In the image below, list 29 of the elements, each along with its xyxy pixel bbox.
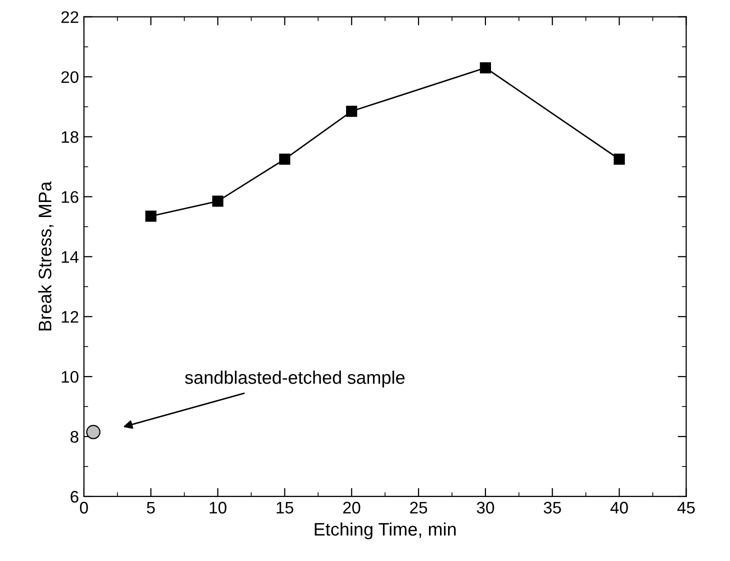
y-axis-title: Break Stress, MPa [38, 181, 54, 330]
y-tick-label: 10 [62, 370, 78, 383]
y-tick-label: 20 [61, 71, 78, 83]
x-tick-label: 0 [80, 502, 88, 514]
point [480, 62, 492, 74]
y-tick-label: 6 [70, 490, 78, 503]
y-tick-label: 18 [62, 131, 78, 143]
y-tick-label: 22 [61, 11, 78, 23]
x-tick-label: 5 [146, 502, 155, 514]
y-tick-label: 16 [62, 191, 78, 203]
y-tick-label: 14 [62, 251, 79, 263]
point [346, 106, 358, 117]
x-tick-label: 25 [410, 502, 428, 514]
x-tick-label: 15 [276, 502, 294, 514]
point [86, 424, 100, 440]
y-tick-label: 12 [62, 311, 78, 323]
x-tick-label: 20 [343, 502, 360, 514]
x-tick-label: 45 [677, 502, 695, 514]
x-tick-label: 30 [476, 502, 494, 514]
point [145, 210, 156, 222]
x-tick-label: 35 [544, 502, 561, 514]
point [279, 154, 290, 165]
x-axis-title: Etching Time, min [314, 522, 456, 540]
x-tick-label: 10 [210, 502, 226, 514]
point [212, 196, 224, 207]
y-tick-label: 8 [70, 430, 78, 443]
x-tick-label: 40 [610, 502, 628, 514]
annotation: sandblasted-etched sample [185, 370, 405, 388]
point [614, 154, 625, 165]
